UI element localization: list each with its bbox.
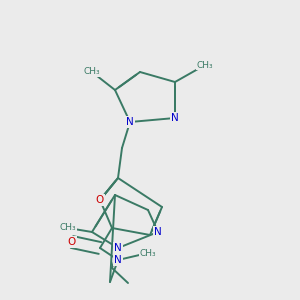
Text: CH₃: CH₃	[84, 68, 100, 76]
Text: CH₃: CH₃	[60, 224, 76, 232]
Text: CH₃: CH₃	[197, 61, 213, 70]
Text: N: N	[154, 227, 162, 237]
Text: N: N	[114, 243, 122, 253]
Text: CH₃: CH₃	[140, 248, 156, 257]
Text: O: O	[68, 237, 76, 247]
Text: N: N	[114, 255, 122, 265]
Text: N: N	[126, 117, 134, 127]
Text: O: O	[96, 195, 104, 205]
Text: N: N	[171, 113, 179, 123]
